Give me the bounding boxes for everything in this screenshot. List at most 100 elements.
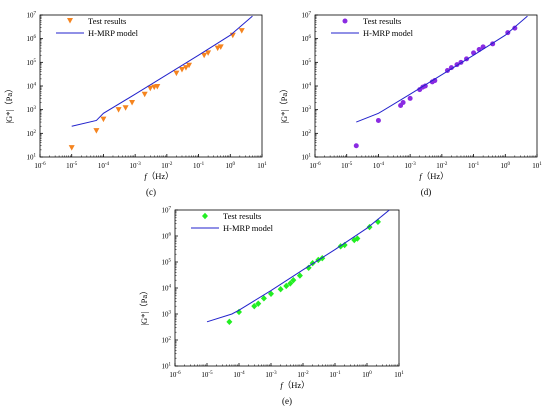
- x-tick-base: 10: [98, 162, 106, 170]
- y-tick-base: 10: [27, 130, 35, 138]
- legend: Test results H-MRP model: [331, 16, 414, 38]
- y-tick-label: 106: [27, 35, 37, 43]
- x-tick-exponent: -4: [380, 162, 385, 167]
- panel-label: (c): [146, 187, 156, 197]
- y-tick-base: 10: [27, 106, 35, 114]
- x-tick-exponent: 0: [369, 371, 372, 376]
- y-tick-label: 104: [162, 285, 172, 293]
- x-tick-label: 10-3: [130, 162, 142, 170]
- legend-label: Test results: [363, 16, 401, 26]
- x-axis-label: f（Hz）: [419, 171, 448, 181]
- x-tick-exponent: 1: [264, 162, 267, 167]
- data-point: [354, 235, 361, 242]
- x-tick-exponent: 1: [401, 371, 404, 376]
- data-point: [178, 66, 185, 73]
- series-1: [356, 15, 528, 123]
- x-tick-label: 100: [362, 371, 372, 379]
- y-tick-label: 101: [302, 154, 312, 162]
- y-tick-label: 105: [302, 59, 312, 67]
- data-point: [182, 65, 189, 71]
- x-tick-exponent: 0: [233, 162, 236, 167]
- legend-marker-swatch: [67, 18, 73, 24]
- y-tick-exponent: 5: [34, 59, 37, 64]
- y-tick-base: 10: [302, 12, 310, 20]
- x-tick-base: 10: [201, 371, 209, 379]
- y-tick-exponent: 4: [309, 83, 312, 88]
- data-point: [341, 241, 348, 249]
- x-tick-base: 10: [161, 162, 169, 170]
- y-tick-base: 10: [27, 35, 35, 43]
- x-tick-exponent: -3: [272, 371, 277, 376]
- data-point: [238, 28, 245, 34]
- panel-label: (d): [421, 187, 432, 197]
- y-tick-label: 101: [27, 154, 37, 162]
- data-point: [255, 300, 262, 307]
- x-tick-exponent: -1: [336, 371, 341, 376]
- data-point: [100, 116, 107, 123]
- y-tick-exponent: 2: [309, 130, 312, 135]
- y-tick-base: 10: [302, 130, 310, 138]
- x-tick-exponent: -2: [443, 162, 448, 167]
- y-tick-label: 105: [27, 59, 37, 67]
- y-tick-label: 107: [27, 12, 37, 20]
- x-tick-label: 10-3: [405, 162, 417, 170]
- y-tick-base: 10: [302, 154, 310, 162]
- x-tick-base: 10: [169, 371, 177, 379]
- y-tick-exponent: 7: [34, 12, 37, 17]
- legend-marker-swatch: [202, 212, 208, 220]
- x-tick-base: 10: [405, 162, 413, 170]
- x-tick-base: 10: [34, 162, 42, 170]
- x-axis-variable: f: [419, 171, 423, 181]
- x-tick-base: 10: [66, 162, 74, 170]
- data-point: [407, 95, 413, 101]
- data-point: [122, 105, 129, 111]
- x-tick-base: 10: [362, 371, 370, 379]
- x-tick-label: 10-5: [341, 162, 353, 170]
- y-tick-exponent: 5: [169, 259, 172, 264]
- x-axis-unit: （Hz）: [283, 380, 310, 390]
- y-tick-base: 10: [302, 35, 310, 43]
- data-point: [260, 295, 267, 302]
- y-tick-label: 104: [27, 83, 37, 91]
- x-tick-exponent: -2: [304, 371, 309, 376]
- x-tick-label: 10-1: [329, 371, 341, 379]
- legend-label: Test results: [88, 16, 126, 26]
- y-tick-base: 10: [162, 207, 170, 215]
- x-tick-label: 10-2: [436, 162, 448, 170]
- legend-label: Test results: [223, 211, 261, 221]
- data-point: [236, 308, 242, 316]
- x-axis-unit: （Hz）: [147, 171, 174, 181]
- x-tick-label: 100: [501, 162, 511, 170]
- legend-label: H-MRP model: [88, 28, 139, 38]
- y-tick-base: 10: [162, 233, 170, 241]
- data-point: [201, 52, 208, 59]
- y-tick-base: 10: [162, 363, 170, 371]
- x-tick-exponent: 1: [539, 162, 542, 167]
- y-tick-exponent: 6: [34, 35, 37, 40]
- data-point: [205, 50, 212, 56]
- x-tick-exponent: -6: [176, 371, 181, 376]
- y-axis-label: |G*|（Pa）: [279, 84, 289, 123]
- y-tick-exponent: 6: [309, 35, 312, 40]
- x-tick-exponent: -3: [412, 162, 417, 167]
- x-tick-label: 10-6: [34, 162, 46, 170]
- x-tick-label: 10-2: [297, 371, 309, 379]
- data-point: [512, 25, 518, 31]
- x-tick-base: 10: [436, 162, 444, 170]
- x-tick-label: 10-4: [373, 162, 385, 170]
- data-point: [283, 282, 290, 290]
- data-point: [147, 85, 154, 92]
- x-tick-exponent: -4: [105, 162, 110, 167]
- data-point: [268, 290, 274, 297]
- x-tick-base: 10: [468, 162, 476, 170]
- y-tick-label: 102: [302, 130, 312, 138]
- data-point: [400, 100, 406, 106]
- x-tick-exponent: -1: [200, 162, 205, 167]
- y-tick-base: 10: [27, 154, 35, 162]
- y-tick-base: 10: [302, 106, 310, 114]
- model-line: [71, 15, 253, 127]
- x-axis-label: f（Hz）: [280, 380, 309, 390]
- y-tick-base: 10: [27, 59, 35, 67]
- y-tick-label: 105: [162, 259, 172, 267]
- x-tick-exponent: -6: [41, 162, 46, 167]
